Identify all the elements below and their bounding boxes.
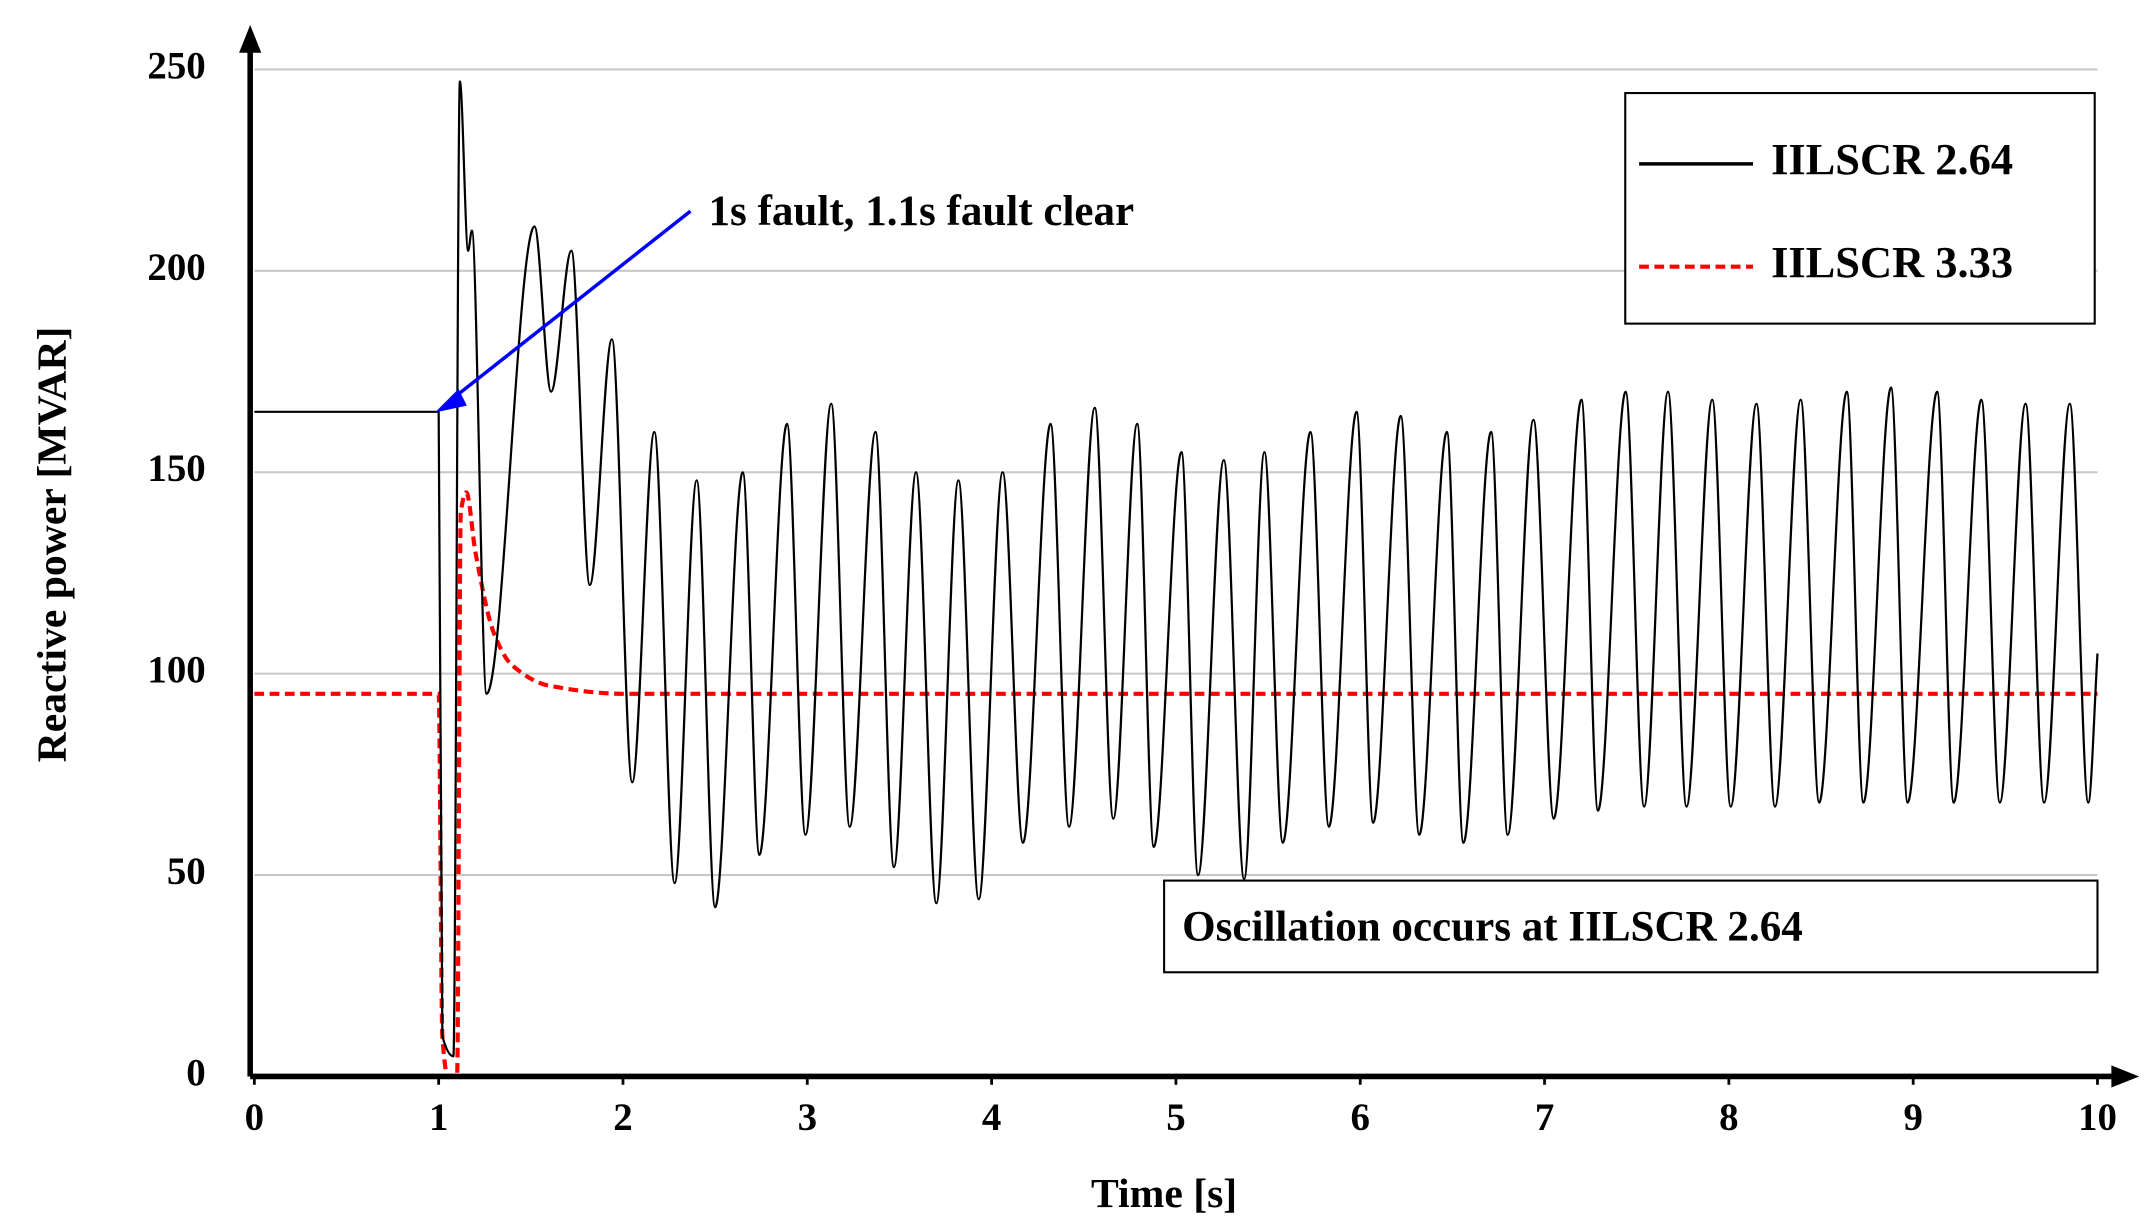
x-axis-arrow: [2111, 1065, 2140, 1088]
y-tick-label: 150: [147, 447, 205, 490]
y-tick-label: 200: [147, 246, 205, 289]
y-axis-arrow: [239, 25, 262, 53]
x-tick-label: 7: [1535, 1096, 1554, 1139]
x-tick-label: 2: [613, 1096, 632, 1139]
x-tick-label: 3: [798, 1096, 817, 1139]
series-line: [254, 80, 2099, 1058]
annotation-box: [1163, 879, 2099, 974]
x-tick-label: 8: [1719, 1096, 1738, 1139]
y-tick-label: 50: [167, 850, 206, 893]
x-tick-label: 0: [245, 1096, 264, 1139]
x-tick-label: 6: [1351, 1096, 1370, 1139]
annotation: Oscillation occurs at IILSCR 2.64: [1182, 903, 1803, 950]
x-tick-label: 4: [982, 1096, 1001, 1139]
legend-label: IILSCR 3.33: [1771, 237, 2013, 287]
y-axis-label: Reactive power [MVAR]: [29, 327, 75, 763]
legend-label: IILSCR 2.64: [1771, 134, 2013, 184]
x-tick-label: 9: [1903, 1096, 1922, 1139]
y-tick-label: 100: [147, 649, 205, 692]
annotation-arrow: [446, 209, 692, 405]
legend-box: [1624, 92, 2096, 325]
x-axis-label: Time [s]: [1091, 1171, 1237, 1217]
y-tick-label: 0: [186, 1051, 205, 1094]
series-line: [254, 490, 2098, 1079]
x-tick-label: 5: [1166, 1096, 1185, 1139]
annotation-arrowhead: [434, 388, 467, 413]
y-tick-label: 250: [147, 44, 205, 87]
annotation: 1s fault, 1.1s fault clear: [709, 188, 1135, 235]
x-tick-label: 10: [2078, 1096, 2117, 1139]
x-tick-label: 1: [429, 1096, 448, 1139]
